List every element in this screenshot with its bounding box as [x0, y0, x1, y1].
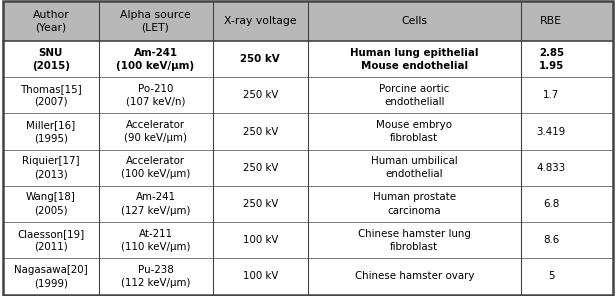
Text: Accelerator
(90 keV/μm): Accelerator (90 keV/μm): [124, 120, 187, 143]
Text: Human lung epithelial
Mouse endothelial: Human lung epithelial Mouse endothelial: [350, 48, 479, 71]
Text: Accelerator
(100 keV/μm): Accelerator (100 keV/μm): [121, 156, 190, 179]
Text: X-ray voltage: X-ray voltage: [224, 16, 296, 26]
Text: Cells: Cells: [401, 16, 428, 26]
Text: Pu-238
(112 keV/μm): Pu-238 (112 keV/μm): [121, 265, 190, 288]
Text: 250 kV: 250 kV: [243, 127, 278, 136]
Text: 3.419: 3.419: [537, 127, 566, 136]
Text: 4.833: 4.833: [537, 163, 566, 173]
Text: 5: 5: [548, 271, 554, 281]
Text: 8.6: 8.6: [543, 235, 559, 245]
Text: Po-210
(107 keV/n): Po-210 (107 keV/n): [126, 84, 185, 107]
Bar: [3, 1, 613, 41]
Text: RBE: RBE: [540, 16, 562, 26]
Text: 250 kV: 250 kV: [243, 163, 278, 173]
Text: Chinese hamster ovary: Chinese hamster ovary: [355, 271, 474, 281]
Text: Human prostate
carcinoma: Human prostate carcinoma: [373, 192, 456, 215]
Text: 250 kV: 250 kV: [243, 199, 278, 209]
Text: 1.7: 1.7: [543, 90, 559, 100]
Text: Am-241
(127 keV/μm): Am-241 (127 keV/μm): [121, 192, 190, 215]
Text: 100 kV: 100 kV: [243, 235, 278, 245]
Text: Chinese hamster lung
fibroblast: Chinese hamster lung fibroblast: [358, 229, 471, 252]
Text: At-211
(110 keV/μm): At-211 (110 keV/μm): [121, 229, 190, 252]
Text: Human umbilical
endothelial: Human umbilical endothelial: [371, 156, 458, 179]
Text: 100 kV: 100 kV: [243, 271, 278, 281]
Text: Mouse embryo
fibroblast: Mouse embryo fibroblast: [376, 120, 452, 143]
Text: Nagasawa[20]
(1999): Nagasawa[20] (1999): [14, 265, 87, 288]
Text: Miller[16]
(1995): Miller[16] (1995): [26, 120, 75, 143]
Text: 6.8: 6.8: [543, 199, 559, 209]
Text: 250 kV: 250 kV: [243, 90, 278, 100]
Text: Porcine aortic
endotheliall: Porcine aortic endotheliall: [379, 84, 450, 107]
Text: Alpha source
(LET): Alpha source (LET): [120, 10, 191, 33]
Text: SNU
(2015): SNU (2015): [32, 48, 70, 71]
Text: Author
(Year): Author (Year): [33, 10, 69, 33]
Text: Riquier[17]
(2013): Riquier[17] (2013): [22, 156, 79, 179]
Text: Am-241
(100 keV/μm): Am-241 (100 keV/μm): [116, 48, 195, 71]
Text: Claesson[19]
(2011): Claesson[19] (2011): [17, 229, 84, 252]
Text: Wang[18]
(2005): Wang[18] (2005): [26, 192, 76, 215]
Text: Thomas[15]
(2007): Thomas[15] (2007): [20, 84, 82, 107]
Text: 2.85
1.95: 2.85 1.95: [539, 48, 564, 71]
Text: 250 kV: 250 kV: [240, 54, 280, 64]
